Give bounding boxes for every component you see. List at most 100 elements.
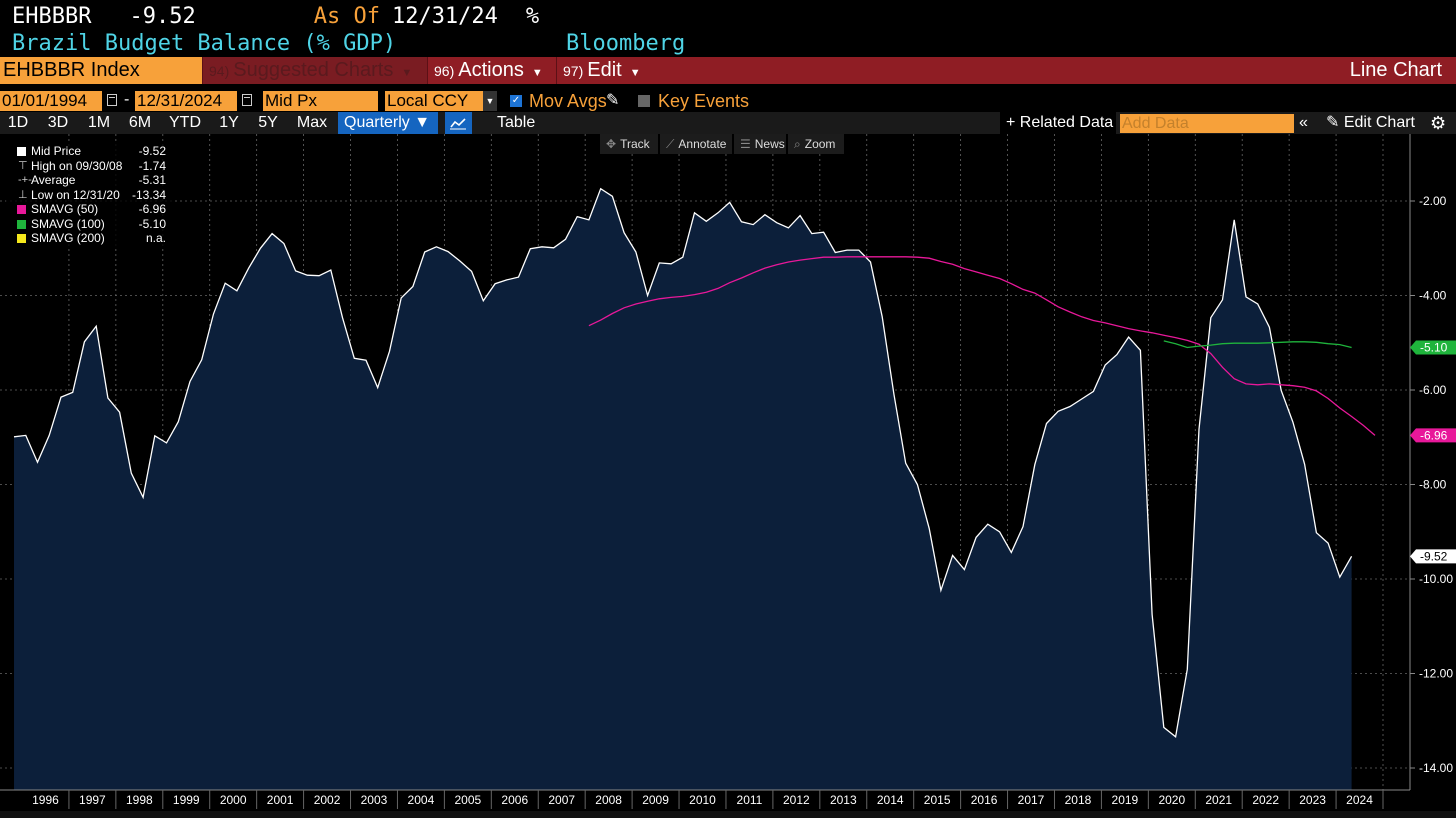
- as-of-date: 12/31/24: [391, 4, 498, 29]
- last-value-flag: [1410, 549, 1456, 564]
- legend-swatch: [17, 147, 26, 156]
- legend-item[interactable]: SMAVG (100) -5.10: [6, 217, 172, 232]
- x-axis-band: [0, 790, 1456, 811]
- period-max[interactable]: Max: [296, 114, 328, 131]
- actions-number: 96): [434, 63, 455, 79]
- x-tick-label: 2008: [595, 793, 622, 807]
- related-data-label: Related Data: [1019, 114, 1114, 131]
- header-line: EHBBBR -9.52 As Of 12/31/24%: [12, 3, 539, 31]
- period-1y[interactable]: 1Y: [219, 114, 239, 131]
- key-events-checkbox[interactable]: [638, 95, 650, 107]
- add-data-input[interactable]: [1120, 114, 1294, 133]
- start-date-field[interactable]: 01/01/1994: [0, 91, 102, 111]
- last-value-label: -6.96: [1420, 428, 1448, 442]
- unit-label: %: [525, 4, 540, 29]
- track-tool[interactable]: ✥ Track: [600, 134, 658, 154]
- legend-swatch: [17, 234, 26, 243]
- legend-value: -9.52: [138, 144, 166, 158]
- x-tick-label: 2012: [783, 793, 810, 807]
- actions-menu[interactable]: 96) Actions ▼: [427, 57, 556, 84]
- x-tick-label: 1999: [173, 793, 200, 807]
- x-tick-label: 2014: [877, 793, 904, 807]
- mid-price-line: [13, 187, 1353, 738]
- frequency-label: Quarterly: [344, 114, 410, 131]
- period-5y[interactable]: 5Y: [258, 114, 278, 131]
- mov-avgs-label[interactable]: Mov Avgs: [529, 91, 607, 111]
- period-ytd[interactable]: YTD: [169, 114, 201, 131]
- period-6m[interactable]: 6M: [128, 114, 152, 131]
- status-bar: [0, 811, 1456, 818]
- high-marker-icon: ⊤: [18, 159, 28, 172]
- edit-menu[interactable]: 97) Edit ▼: [556, 57, 652, 84]
- legend-value: -13.34: [131, 187, 166, 202]
- frequency-select[interactable]: Quarterly ▼: [338, 112, 438, 134]
- legend-value: -5.10: [138, 216, 166, 231]
- annotate-tool[interactable]: ⟋ Annotate: [660, 134, 732, 154]
- y-axis: -2.00 -4.00 -6.00 -8.00 -10.00 -12.00 -14.00: [1409, 134, 1453, 790]
- key-events-label[interactable]: Key Events: [658, 91, 750, 111]
- smavg-100-line: [1163, 340, 1352, 349]
- chart-plot: [13, 187, 1376, 790]
- x-tick-label: 2017: [1018, 793, 1045, 807]
- line-chart-icon[interactable]: [445, 112, 472, 134]
- edit-chart-button[interactable]: ✎ Edit Chart: [1326, 112, 1415, 134]
- period-1m[interactable]: 1M: [87, 114, 111, 131]
- x-tick-label: 2011: [737, 793, 763, 807]
- legend-item: -+- Average -5.31: [6, 173, 172, 188]
- price-field-select[interactable]: Mid Px: [263, 91, 378, 111]
- x-tick-label: 2013: [830, 793, 857, 807]
- line-chart[interactable]: -2.00 -4.00 -6.00 -8.00 -10.00 -12.00 -14.00 1…: [0, 134, 1456, 811]
- x-tick-label: 2006: [501, 793, 528, 807]
- related-data-button[interactable]: + Related Data: [1000, 112, 1116, 134]
- calendar-icon[interactable]: [107, 94, 117, 106]
- x-tick-label: 2005: [454, 793, 481, 807]
- suggested-charts-label: Suggested Charts: [233, 59, 394, 81]
- edit-label: Edit: [587, 59, 622, 81]
- collapse-icon[interactable]: «: [1299, 114, 1308, 131]
- chart-legend: Mid Price -9.52 ⊤ High on 09/30/08 -1.74…: [6, 144, 172, 246]
- news-tool[interactable]: ☰ News: [734, 134, 786, 154]
- chart-type-label: Line Chart: [1349, 59, 1442, 81]
- mov-avgs-checkbox[interactable]: ✓: [510, 95, 522, 107]
- last-value: -9.52: [129, 4, 196, 29]
- legend-item[interactable]: Mid Price -9.52: [6, 144, 172, 159]
- chevron-down-icon[interactable]: ▼: [483, 91, 497, 111]
- security-field[interactable]: EHBBBR Index: [0, 57, 202, 84]
- period-3d[interactable]: 3D: [47, 114, 69, 131]
- legend-label: SMAVG (200): [31, 231, 105, 245]
- zoom-tool[interactable]: ⌕ Zoom: [788, 134, 844, 154]
- x-tick-label: 2020: [1158, 793, 1185, 807]
- legend-label: SMAVG (100): [31, 216, 105, 231]
- y-tick-label: -10.00: [1419, 572, 1453, 586]
- track-label: Track: [620, 137, 650, 151]
- legend-item: ⊥ Low on 12/31/20 -13.34: [6, 188, 172, 203]
- chevron-down-icon: ▼: [414, 114, 431, 131]
- pencil-icon[interactable]: ✎: [606, 92, 620, 109]
- edit-number: 97): [563, 63, 584, 79]
- last-value-label: -9.52: [1420, 549, 1448, 563]
- legend-label: Mid Price: [31, 144, 82, 158]
- y-tick-label: -6.00: [1419, 383, 1447, 397]
- function-toolbar: EHBBBR Index 94) Suggested Charts ▼ 96) Act…: [0, 57, 1456, 84]
- calendar-icon[interactable]: [242, 94, 252, 106]
- table-button[interactable]: Table: [497, 114, 536, 131]
- low-marker-icon: ⊥: [18, 188, 28, 201]
- x-tick-label: 2016: [971, 793, 998, 807]
- annotate-icon: ⟋: [666, 137, 675, 151]
- currency-select[interactable]: Local CCY: [385, 91, 483, 111]
- legend-item: ⊤ High on 09/30/08 -1.74: [6, 159, 172, 174]
- chevron-down-icon: ▼: [629, 67, 641, 79]
- x-tick-label: 2000: [220, 793, 247, 807]
- legend-item[interactable]: SMAVG (50) -6.96: [6, 202, 172, 217]
- y-tick-label: -4.00: [1419, 289, 1447, 303]
- legend-item[interactable]: SMAVG (200) n.a.: [6, 231, 172, 246]
- chart-options-row: 01/01/1994 - 12/31/2024 Mid Px Local CCY…: [0, 89, 1456, 113]
- chevron-down-icon: ▼: [531, 67, 543, 79]
- legend-value: -1.74: [138, 158, 166, 173]
- suggested-charts-menu[interactable]: 94) Suggested Charts ▼: [202, 57, 427, 84]
- legend-label: Low on 12/31/20: [31, 187, 120, 202]
- period-1d[interactable]: 1D: [7, 114, 29, 131]
- end-date-field[interactable]: 12/31/2024: [135, 91, 237, 111]
- gear-icon[interactable]: ⚙: [1430, 113, 1447, 133]
- legend-swatch: [17, 205, 26, 214]
